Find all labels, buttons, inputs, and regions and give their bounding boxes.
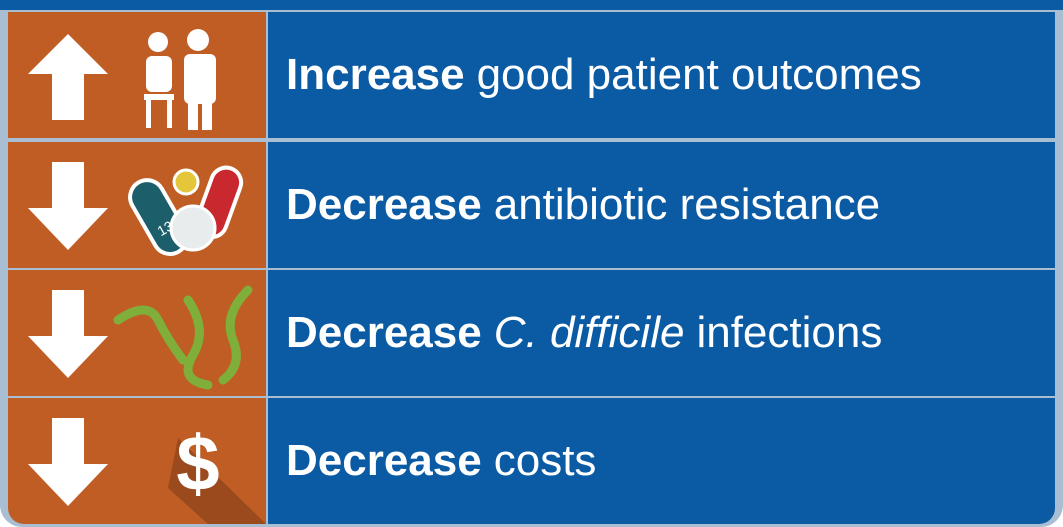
icon-panel <box>8 12 266 138</box>
tail: antibiotic resistance <box>494 180 880 230</box>
lead: Decrease <box>286 180 482 230</box>
lead: Increase <box>286 50 465 100</box>
icons <box>8 12 266 138</box>
top-band <box>0 0 1063 10</box>
tail: costs <box>494 436 597 486</box>
tail: good patient outcomes <box>477 50 922 100</box>
icon-panel: $ <box>8 398 266 524</box>
dollar-icon: $ <box>176 419 219 507</box>
icon-panel: 13 <box>8 142 266 268</box>
icon-panel <box>8 270 266 396</box>
icons: $ <box>8 398 266 524</box>
icons: 13 <box>8 142 266 268</box>
emphasis: C. difficile <box>494 308 685 358</box>
icons <box>8 270 266 396</box>
lead: Decrease <box>286 308 482 358</box>
tail: infections <box>696 308 882 358</box>
infographic: Increasegood patient outcomes 13 Decreas… <box>0 0 1063 527</box>
lead: Decrease <box>286 436 482 486</box>
